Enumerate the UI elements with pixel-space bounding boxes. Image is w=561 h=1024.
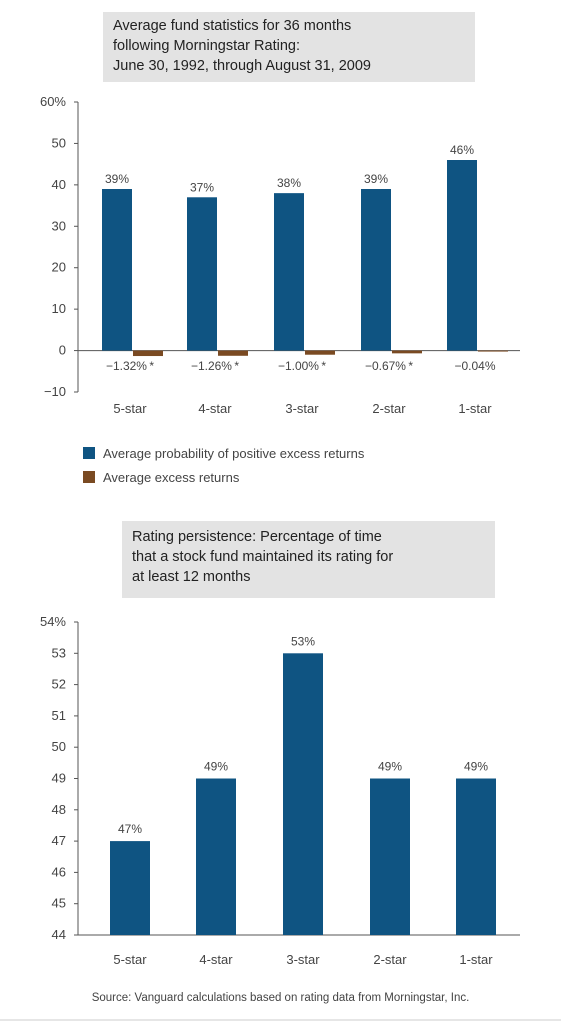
chart1-title-line: June 30, 1992, through August 31, 2009 xyxy=(113,58,371,74)
chart1-y-tick-label: 30 xyxy=(52,218,66,233)
legend-swatch-blue xyxy=(83,447,95,459)
chart1-data-label-probability: 46% xyxy=(450,143,474,157)
chart1-data-label-probability: 39% xyxy=(364,172,388,186)
chart2-bar xyxy=(456,778,496,935)
chart1-bar-probability xyxy=(361,189,391,351)
chart2-y-tick-label: 50 xyxy=(52,739,66,754)
chart2-y-tick-label: 53 xyxy=(52,645,66,660)
chart2-data-label: 49% xyxy=(464,760,488,774)
chart2-x-tick-label: 5-star xyxy=(113,952,147,967)
chart1-y-tick-label: 40 xyxy=(52,177,66,192)
chart1-data-label-probability: 39% xyxy=(105,172,129,186)
chart1-x-tick-label: 2-star xyxy=(372,401,406,416)
chart2-y-tick-label: 47 xyxy=(52,833,66,848)
chart2-title-line: Rating persistence: Percentage of time xyxy=(132,529,382,545)
chart1-bar-probability xyxy=(187,197,217,351)
legend-label-probability: Average probability of positive excess r… xyxy=(103,446,365,461)
chart2-title-line: at least 12 months xyxy=(132,569,251,585)
chart2-data-label: 49% xyxy=(378,760,402,774)
chart2-title-line: that a stock fund maintained its rating … xyxy=(132,549,394,565)
chart2-x-tick-label: 4-star xyxy=(199,952,233,967)
chart1-bar-excess xyxy=(133,350,163,357)
chart2-bar xyxy=(283,653,323,935)
chart1-x-tick-label: 4-star xyxy=(198,401,232,416)
chart1-data-label-excess: −1.26% * xyxy=(191,359,239,373)
chart1-data-label-excess: −1.00% * xyxy=(278,359,326,373)
chart1-svg: 60% 50 40 30 20 10 0 −10 5-star 39% −1.32% * 4-star… xyxy=(40,94,520,416)
legend-item-probability: Average probability of positive excess r… xyxy=(83,446,364,461)
chart1-bar-excess xyxy=(305,350,335,355)
chart1-y-tick-label: 50 xyxy=(52,135,66,150)
chart1-y-tick-label: 0 xyxy=(59,343,66,358)
legend-label-excess: Average excess returns xyxy=(103,470,240,485)
chart2-y-tick-label: 49 xyxy=(52,771,66,786)
chart1-data-label-probability: 37% xyxy=(190,180,214,194)
chart1-data-label-excess: −0.04% xyxy=(454,359,495,373)
chart2-x-tick-label: 2-star xyxy=(373,952,407,967)
chart1-x-tick-label: 5-star xyxy=(113,401,147,416)
chart1-bar-probability xyxy=(274,193,304,351)
legend-item-excess: Average excess returns xyxy=(83,470,239,485)
chart2-y-tick-label: 46 xyxy=(52,864,66,879)
chart2-y-tick-label: 54% xyxy=(40,614,66,629)
chart1-y-tick-label: 20 xyxy=(52,260,66,275)
chart2-bar xyxy=(196,778,236,935)
chart2-data-label: 49% xyxy=(204,760,228,774)
chart2-x-tick-label: 1-star xyxy=(459,952,493,967)
chart2-bar xyxy=(370,778,410,935)
chart1-y-tick-label: 10 xyxy=(52,301,66,316)
chart1-data-label-probability: 38% xyxy=(277,176,301,190)
chart1-data-label-excess: −1.32% * xyxy=(106,359,154,373)
chart1-bar-excess xyxy=(478,350,508,352)
chart1-y-tick-label: 60% xyxy=(40,94,66,109)
chart2-data-label: 47% xyxy=(118,822,142,836)
chart2-x-tick-label: 3-star xyxy=(286,952,320,967)
legend-swatch-brown xyxy=(83,471,95,483)
chart2-data-label: 53% xyxy=(291,634,315,648)
chart2-y-tick-label: 45 xyxy=(52,896,66,911)
source-note: Source: Vanguard calculations based on r… xyxy=(91,992,470,1004)
chart1-bar-probability xyxy=(447,160,477,351)
chart1-y-tick-label: −10 xyxy=(44,384,66,399)
chart2-y-tick-label: 48 xyxy=(52,802,66,817)
chart2-bar xyxy=(110,841,150,935)
chart1-bar-excess xyxy=(392,350,422,354)
chart2-svg: 54% 53 52 51 50 49 48 47 46 45 44 5-star 47% 4-star 49… xyxy=(40,614,520,967)
chart1-bar-probability xyxy=(102,189,132,351)
bottom-divider xyxy=(0,1019,561,1021)
chart2-title: Rating persistence: Percentage of time t… xyxy=(122,521,495,598)
chart1-title-line: Average fund statistics for 36 months xyxy=(113,18,352,34)
chart2-y-tick-label: 51 xyxy=(52,708,66,723)
chart1-title-line: following Morningstar Rating: xyxy=(113,38,300,54)
chart2-y-tick-label: 52 xyxy=(52,677,66,692)
chart1-x-tick-label: 3-star xyxy=(285,401,319,416)
chart1-x-tick-label: 1-star xyxy=(458,401,492,416)
chart1-title: Average fund statistics for 36 months fo… xyxy=(103,12,475,82)
chart2-y-tick-label: 44 xyxy=(52,927,66,942)
chart1-bar-excess xyxy=(218,350,248,356)
chart1-data-label-excess: −0.67% * xyxy=(365,359,413,373)
